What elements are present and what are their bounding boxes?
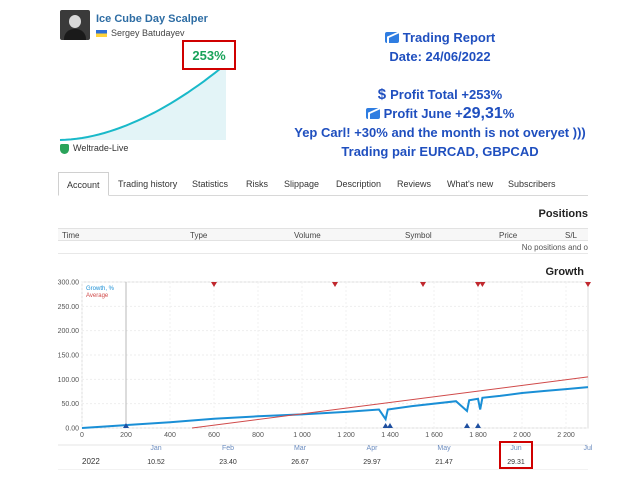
june-highlight-box — [499, 441, 533, 469]
x-tick-label: 800 — [252, 432, 264, 439]
tab-bar: Account Trading history Statistics Risks… — [58, 172, 588, 196]
month-label: Jul — [584, 445, 593, 452]
tab-statistics[interactable]: Statistics — [192, 179, 229, 189]
server-label: Weltrade-Live — [60, 143, 128, 154]
y-tick-label: 0.00 — [65, 426, 79, 433]
year-label: 2022 — [82, 457, 100, 466]
deposit-marker[interactable] — [332, 282, 338, 287]
month-value: 10.52 — [147, 459, 165, 466]
withdrawal-marker[interactable] — [123, 423, 129, 428]
profit-june-value: 29,31 — [462, 105, 503, 122]
y-tick-label: 150.00 — [58, 353, 80, 360]
tab-trading-history[interactable]: Trading history — [118, 179, 178, 189]
y-tick-label: 100.00 — [58, 377, 80, 384]
author-name[interactable]: Sergey Batudayev — [96, 28, 185, 38]
profit-total-text: Profit Total +253% — [390, 87, 503, 102]
month-label: Mar — [294, 445, 307, 452]
positions-table: Time Type Volume Symbol Price S/L No pos… — [58, 228, 588, 254]
growth-chart[interactable]: 300.00 250.00 200.00 150.00 100.00 50.00 0.000… — [0, 270, 640, 470]
positions-title: Positions — [538, 208, 588, 220]
x-tick-label: 1 800 — [469, 432, 487, 439]
month-label: Jun — [510, 445, 521, 452]
chart-icon — [365, 108, 380, 119]
deposit-marker[interactable] — [475, 282, 481, 287]
deposit-marker[interactable] — [420, 282, 426, 287]
profit-total: $ Profit Total +253% — [250, 85, 630, 104]
positions-empty-text: No positions and o — [521, 243, 588, 252]
x-tick-label: 1 600 — [425, 432, 443, 439]
dollar-icon: $ — [377, 86, 387, 103]
month-value: 29.31 — [507, 459, 525, 466]
report-title-text: Trading Report — [402, 30, 496, 45]
x-tick-label: 1 000 — [293, 432, 311, 439]
x-tick-label: 1 200 — [337, 432, 355, 439]
average-series-line — [191, 376, 589, 429]
month-label: Apr — [367, 445, 379, 452]
y-tick-label: 50.00 — [61, 401, 79, 408]
tab-description[interactable]: Description — [336, 179, 382, 189]
profit-june-prefix: Profit June + — [383, 106, 463, 121]
col-price[interactable]: Price — [499, 231, 518, 240]
x-tick-label: 1 400 — [381, 432, 399, 439]
tab-reviews[interactable]: Reviews — [397, 179, 432, 189]
profit-june-suffix: % — [502, 106, 515, 121]
shield-icon — [60, 143, 69, 154]
trading-pairs: Trading pair EURCAD, GBPCAD — [341, 144, 539, 159]
profit-june: Profit June +29,31% — [250, 104, 630, 123]
y-tick-label: 300.00 — [58, 280, 80, 287]
month-label: Jan — [150, 445, 161, 452]
positions-empty-row: No positions and o — [58, 241, 588, 254]
col-symbol[interactable]: Symbol — [405, 231, 432, 240]
growth-badge: 253% — [182, 40, 236, 70]
y-tick-label: 200.00 — [58, 328, 80, 335]
col-type[interactable]: Type — [190, 231, 208, 240]
x-tick-label: 200 — [120, 432, 132, 439]
tab-account[interactable]: Account — [58, 172, 109, 196]
chart-icon — [384, 32, 399, 43]
report-title: Trading Report — [250, 28, 630, 47]
month-value: 29.97 — [363, 459, 381, 466]
legend-average: Average — [86, 293, 109, 299]
signal-card[interactable]: Ice Cube Day Scalper Sergey Batudayev 25… — [56, 6, 236, 158]
col-time[interactable]: Time — [62, 231, 80, 240]
signal-title[interactable]: Ice Cube Day Scalper — [96, 13, 208, 25]
month-label: Feb — [222, 445, 234, 452]
server-name: Weltrade-Live — [73, 143, 129, 153]
report-comment: Yep Carl! +30% and the month is not over… — [294, 125, 586, 140]
x-tick-label: 600 — [208, 432, 220, 439]
growth-title: Growth — [545, 266, 585, 278]
y-tick-label: 250.00 — [58, 304, 80, 311]
deposit-marker[interactable] — [211, 282, 217, 287]
growth-series-line — [81, 386, 589, 429]
positions-header-row: Time Type Volume Symbol Price S/L — [58, 228, 588, 241]
withdrawal-marker[interactable] — [387, 423, 393, 428]
withdrawal-marker[interactable] — [464, 423, 470, 428]
report-date: Date: 24/06/2022 — [389, 49, 491, 64]
author-avatar[interactable] — [60, 10, 90, 40]
x-tick-label: 2 000 — [513, 432, 531, 439]
tab-risks[interactable]: Risks — [246, 179, 268, 189]
flag-icon — [96, 30, 107, 38]
legend-growth: Growth, % — [86, 286, 115, 292]
withdrawal-marker[interactable] — [475, 423, 481, 428]
withdrawal-marker[interactable] — [382, 423, 389, 428]
month-value: 23.40 — [219, 459, 237, 466]
x-tick-label: 400 — [164, 432, 176, 439]
month-value: 21.47 — [435, 459, 453, 466]
month-value: 26.67 — [291, 459, 309, 466]
month-label: May — [437, 445, 451, 452]
tab-whats-new[interactable]: What's new — [447, 179, 494, 189]
tab-slippage[interactable]: Slippage — [284, 179, 320, 189]
tab-subscribers[interactable]: Subscribers — [508, 179, 556, 189]
deposit-marker[interactable] — [585, 282, 591, 287]
deposit-marker[interactable] — [479, 282, 486, 287]
col-volume[interactable]: Volume — [294, 231, 321, 240]
x-tick-label: 2 200 — [557, 432, 575, 439]
author-name-text: Sergey Batudayev — [111, 28, 185, 38]
col-sl[interactable]: S/L — [565, 231, 578, 240]
x-tick-label: 0 — [80, 432, 84, 439]
